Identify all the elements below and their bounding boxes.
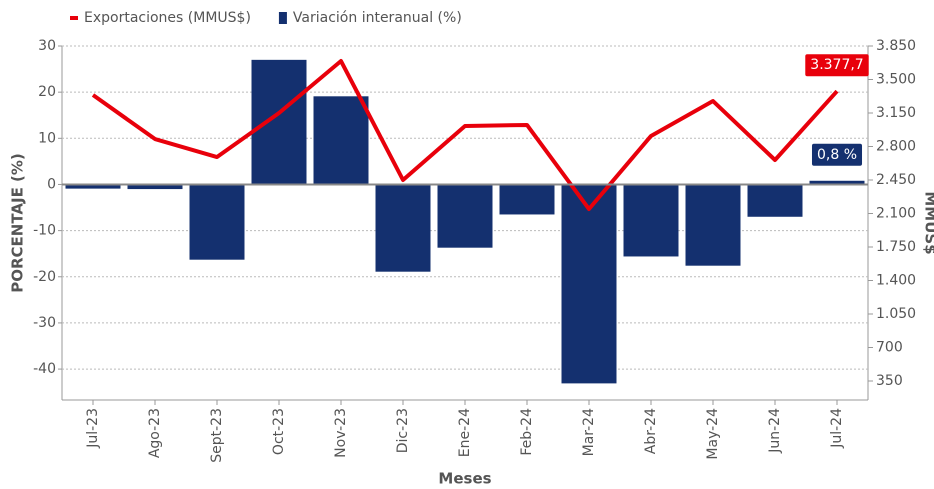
legend-marker [278,12,287,24]
y-tick-label: 0 [47,176,56,192]
x-tick-label: Nov-23 [333,408,349,458]
bar [561,184,617,384]
y2-tick-label: 3.500 [876,72,916,88]
bar [375,184,431,272]
x-tick-label: Abr-24 [643,408,659,454]
y2-tick-label: 1.400 [876,273,916,289]
bar [685,184,741,266]
bar [809,180,865,185]
y-axis-label: PORCENTAJE (%) [9,153,27,293]
y-tick-label: -10 [33,223,56,239]
y2-tick-label: 700 [876,340,903,356]
x-tick-label: Jul-23 [85,408,101,449]
y2-tick-label: 3.850 [876,38,916,54]
y2-axis-label: MMUS$ [922,191,934,254]
y2-tick-label: 2.100 [876,206,916,222]
x-tick-label: Feb-24 [519,408,535,456]
bar [499,184,555,215]
y-tick-label: 20 [38,84,56,100]
x-tick-label: Dic-23 [395,408,411,453]
bar [437,184,493,248]
y2-tick-label: 2.800 [876,139,916,155]
x-tick-label: May-24 [705,408,721,460]
x-tick-label: Oct-23 [271,408,287,455]
x-tick-label: Mar-24 [581,408,597,456]
bar [747,184,803,217]
bar [251,59,307,185]
bar [189,184,245,260]
y-tick-label: -40 [33,361,56,377]
y2-tick-label: 350 [876,373,903,389]
y-tick-label: 30 [38,38,56,54]
value-label: 3.377,7 [810,57,863,73]
legend-marker [70,16,78,20]
y2-tick-label: 2.450 [876,172,916,188]
bar [313,96,369,185]
x-tick-label: Ene-24 [457,408,473,457]
value-label-box [811,143,863,166]
bar [623,184,679,257]
y2-tick-label: 3.150 [876,105,916,121]
x-tick-label: Jun-24 [767,408,783,454]
x-tick-label: Jul-24 [829,408,845,449]
value-label-box [805,54,869,77]
x-tick-label: Ago-23 [147,408,163,458]
line [91,59,839,212]
x-tick-label: Sept-23 [209,408,225,463]
legend-label: Exportaciones (MMUS$) [84,10,251,26]
y-tick-label: -30 [33,315,56,331]
y-tick-label: -20 [33,269,56,285]
legend-label: Variación interanual (%) [293,10,462,26]
y-tick-label: 10 [38,130,56,146]
value-label: 0,8 % [817,147,857,163]
y2-tick-label: 1.050 [876,306,916,322]
bar [127,184,183,190]
bar [65,184,121,189]
y2-tick-label: 1.750 [876,239,916,255]
x-axis-label: Meses [438,470,491,488]
